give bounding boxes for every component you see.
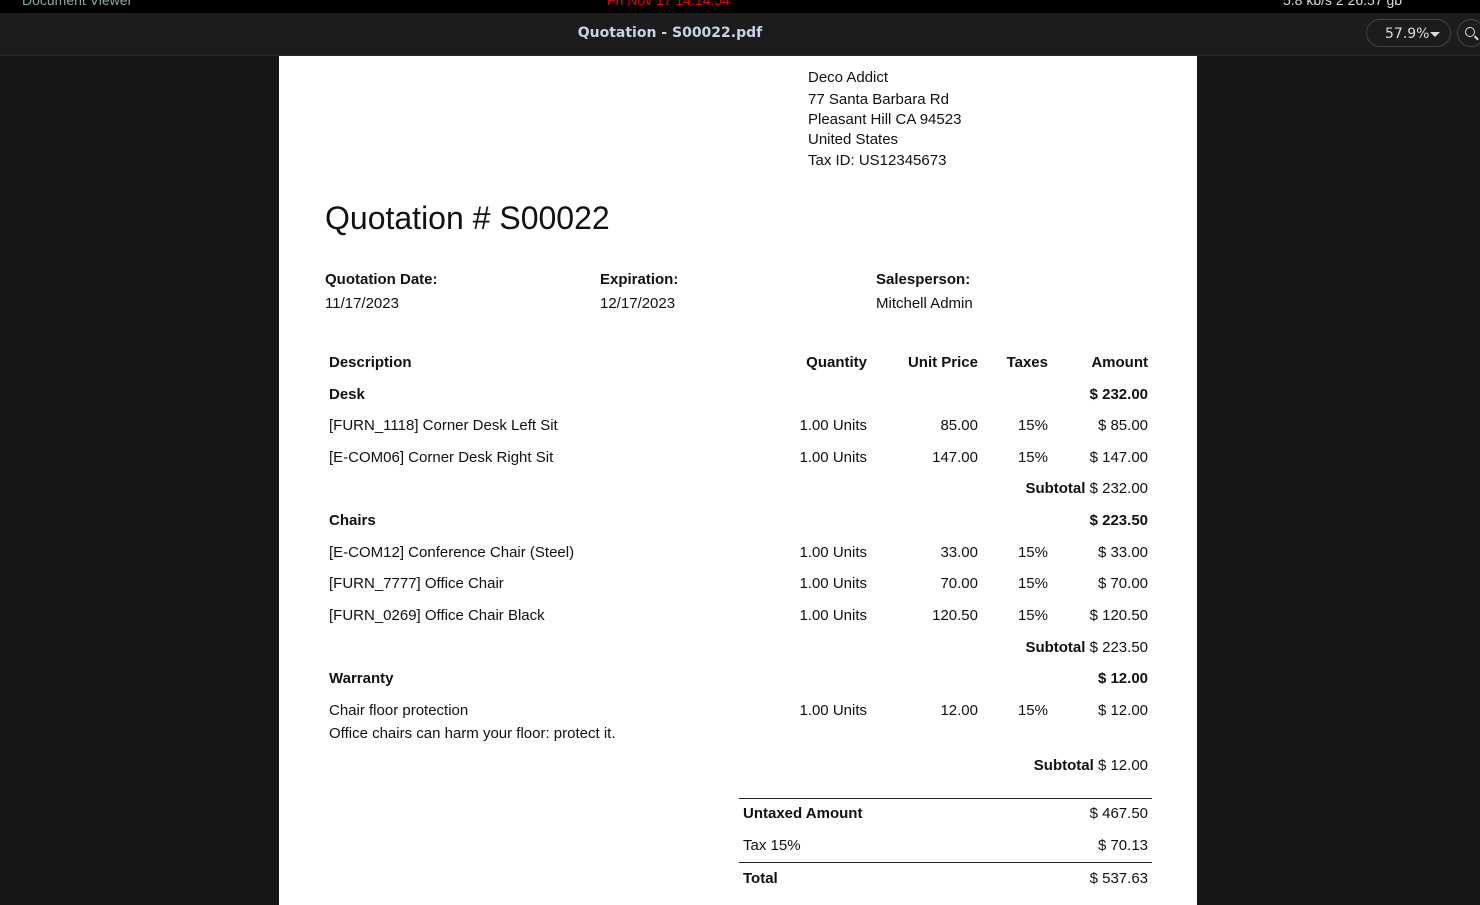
search-button[interactable] bbox=[1457, 19, 1480, 47]
line-unit-price: 147.00 bbox=[932, 449, 978, 466]
divider bbox=[739, 798, 1152, 799]
zoom-level: 57.9% bbox=[1385, 26, 1430, 42]
line-unit-price: 85.00 bbox=[940, 417, 978, 434]
address-line: Pleasant Hill CA 94523 bbox=[808, 111, 962, 128]
subtotal-amount: $ 223.50 bbox=[1089, 639, 1148, 656]
column-header: Unit Price bbox=[907, 354, 978, 371]
line-description: [FURN_7777] Office Chair bbox=[329, 575, 504, 592]
line-amount: $ 12.00 bbox=[1097, 702, 1148, 719]
line-amount: $ 85.00 bbox=[1097, 417, 1148, 434]
info-label: Expiration: bbox=[600, 271, 679, 288]
zoom-dropdown[interactable]: 57.9% bbox=[1366, 19, 1451, 47]
column-header: Taxes bbox=[1006, 354, 1048, 371]
section-title: Desk bbox=[329, 386, 365, 403]
info-value: Mitchell Admin bbox=[876, 295, 973, 312]
line-amount: $ 120.50 bbox=[1089, 607, 1148, 624]
subtotal-label: Subtotal bbox=[1033, 757, 1094, 774]
line-quantity: 1.00 Units bbox=[799, 417, 867, 434]
info-label: Salesperson: bbox=[876, 271, 971, 288]
pdf-page: Deco Addict 77 Santa Barbara Rd Pleasant H… bbox=[279, 56, 1197, 905]
line-amount: $ 147.00 bbox=[1089, 449, 1148, 466]
divider bbox=[739, 862, 1152, 863]
totals-value: $ 537.63 bbox=[1089, 870, 1148, 887]
subtotal-amount: $ 12.00 bbox=[1097, 757, 1148, 774]
line-unit-price: 33.00 bbox=[940, 544, 978, 561]
subtotal-row: Subtotal $ 223.50 bbox=[1025, 639, 1148, 656]
subtotal-row: Subtotal $ 232.00 bbox=[1025, 480, 1148, 497]
address-line: 77 Santa Barbara Rd bbox=[808, 91, 949, 108]
column-header: Amount bbox=[1091, 354, 1148, 371]
line-unit-price: 120.50 bbox=[932, 607, 978, 624]
line-description: [E-COM06] Corner Desk Right Sit bbox=[329, 449, 554, 466]
info-value: 11/17/2023 bbox=[325, 295, 399, 312]
search-icon bbox=[1465, 27, 1475, 37]
subtotal-amount: $ 232.00 bbox=[1089, 480, 1148, 497]
section-title: Warranty bbox=[329, 670, 394, 687]
column-header: Description bbox=[329, 354, 412, 371]
section-amount: $ 223.50 bbox=[1089, 512, 1148, 529]
line-quantity: 1.00 Units bbox=[799, 575, 867, 592]
section-title: Chairs bbox=[329, 512, 376, 529]
address-line: United States bbox=[808, 131, 899, 148]
subtotal-row: Subtotal $ 12.00 bbox=[1034, 757, 1148, 774]
line-taxes: 15% bbox=[1017, 544, 1048, 561]
document-title: Quotation - S00022.pdf bbox=[577, 25, 763, 41]
line-amount: $ 33.00 bbox=[1097, 544, 1148, 561]
line-unit-price: 12.00 bbox=[940, 702, 978, 719]
totals-label: Tax 15% bbox=[743, 837, 801, 854]
chevron-down-icon bbox=[1430, 32, 1440, 37]
line-quantity: 1.00 Units bbox=[799, 607, 867, 624]
line-note: Office chairs can harm your floor: prote… bbox=[329, 725, 616, 742]
column-header: Quantity bbox=[806, 354, 867, 371]
subtotal-label: Subtotal bbox=[1025, 639, 1086, 656]
address-line: Tax ID: US12345673 bbox=[808, 152, 947, 169]
subtotal-label: Subtotal bbox=[1025, 480, 1086, 497]
address-line: Deco Addict bbox=[808, 69, 889, 86]
line-description: Chair floor protection bbox=[329, 702, 469, 719]
line-quantity: 1.00 Units bbox=[799, 702, 867, 719]
line-quantity: 1.00 Units bbox=[799, 544, 867, 561]
network-status: 5.8 kb/s 2 26.57 gb bbox=[1283, 0, 1403, 8]
totals-label: Untaxed Amount bbox=[743, 805, 863, 822]
totals-label: Total bbox=[743, 870, 778, 887]
line-unit-price: 70.00 bbox=[940, 575, 978, 592]
system-top-bar: Document Viewer Fri Nov 17 14:14:54 5.8 … bbox=[0, 0, 1480, 13]
clock[interactable]: Fri Nov 17 14:14:54 bbox=[607, 0, 730, 8]
info-value: 12/17/2023 bbox=[600, 295, 676, 312]
app-menu[interactable]: Document Viewer bbox=[22, 0, 133, 8]
totals-value: $ 467.50 bbox=[1089, 805, 1148, 822]
line-taxes: 15% bbox=[1017, 449, 1048, 466]
page-title: Quotation # S00022 bbox=[325, 200, 610, 236]
info-label: Quotation Date: bbox=[325, 271, 438, 288]
line-description: [FURN_0269] Office Chair Black bbox=[329, 607, 545, 624]
line-taxes: 15% bbox=[1017, 417, 1048, 434]
viewer-header: Quotation - S00022.pdf 57.9% bbox=[0, 13, 1480, 56]
totals-value: $ 70.13 bbox=[1097, 837, 1148, 854]
line-taxes: 15% bbox=[1017, 607, 1048, 624]
line-amount: $ 70.00 bbox=[1097, 575, 1148, 592]
line-description: [FURN_1118] Corner Desk Left Sit bbox=[329, 417, 558, 434]
section-amount: $ 12.00 bbox=[1097, 670, 1148, 687]
line-description: [E-COM12] Conference Chair (Steel) bbox=[329, 544, 575, 561]
line-taxes: 15% bbox=[1017, 702, 1048, 719]
line-taxes: 15% bbox=[1017, 575, 1048, 592]
line-quantity: 1.00 Units bbox=[799, 449, 867, 466]
section-amount: $ 232.00 bbox=[1089, 386, 1148, 403]
